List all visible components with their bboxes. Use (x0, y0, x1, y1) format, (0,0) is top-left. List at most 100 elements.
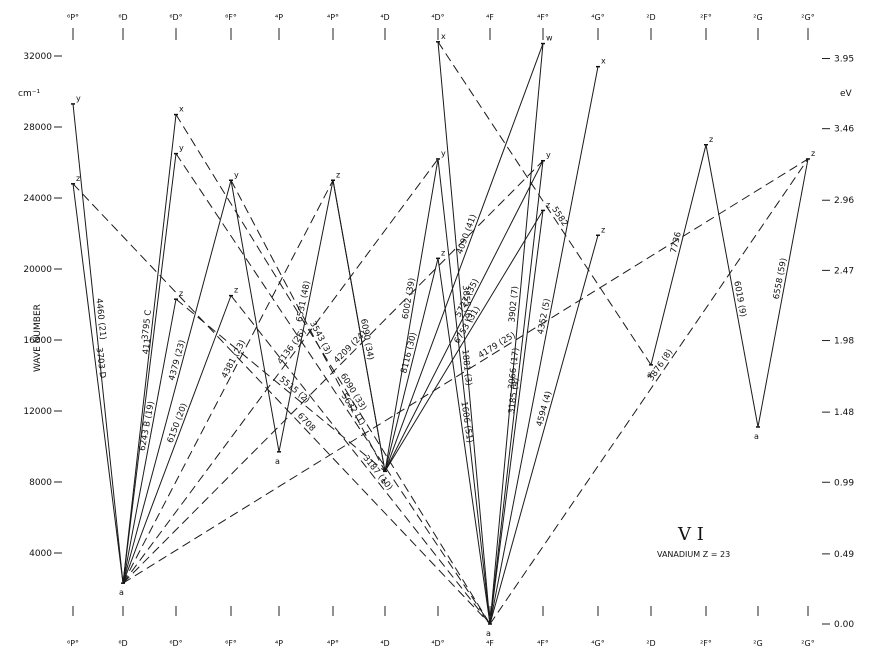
column-label-top: ²G (753, 13, 762, 22)
column-label-bottom: ⁴D° (431, 639, 444, 648)
transition-label: 4381 (23) (220, 338, 248, 380)
column-label-bottom: ²F° (700, 639, 712, 648)
transition-line (278, 180, 334, 452)
y-tick-label: 4000 (29, 549, 52, 559)
level-label: a (381, 476, 386, 485)
transition-label: 4352 (5) (536, 298, 553, 336)
transition-line (230, 180, 386, 472)
column-label-bottom: ⁴F° (537, 639, 549, 648)
transition-line (122, 158, 439, 584)
transition-label: 4594 (4) (535, 390, 554, 428)
transition-line (72, 103, 124, 584)
level-label: y (179, 144, 184, 153)
level-label: y (546, 151, 551, 160)
column-label-top: ⁴G° (591, 13, 604, 22)
level-label: a (754, 432, 759, 441)
column-label-bottom: ⁴D (380, 639, 389, 648)
transition-label: 6558 (59) (772, 257, 790, 300)
column-label-top: ⁴P° (327, 13, 339, 22)
level-label: z (76, 174, 80, 183)
ev-tick-label: 0.99 (834, 478, 854, 488)
transition-label: 1881 (3) (459, 349, 473, 386)
transition-line (384, 210, 544, 472)
level-label: x (601, 57, 606, 66)
wave-number-axis: 4000 8000 12000 16000 20000 24000 28000 32000 (23, 52, 62, 559)
transition-line (122, 114, 177, 584)
transition-label: 3703 D (94, 347, 108, 379)
level-label: z (336, 170, 340, 179)
level-label: z (709, 135, 713, 144)
transition-line (489, 160, 544, 625)
level-label: y (76, 94, 81, 103)
transition-label: 5515 (2) (277, 375, 311, 406)
column-label-bottom: ⁴F (486, 639, 494, 648)
transition-line (384, 158, 439, 472)
transition-line (437, 41, 652, 366)
ev-tick-label: 3.46 (834, 125, 854, 135)
column-label-bottom: ⁶F° (225, 639, 237, 648)
column-label-bottom: ²D (646, 639, 655, 648)
transition-line (489, 210, 544, 625)
column-label-top: ⁴P (275, 13, 283, 22)
ev-tick-label: 2.96 (834, 196, 854, 206)
level-label: a (275, 457, 280, 466)
y-tick-label: 28000 (23, 123, 52, 133)
ev-tick-label: 3.95 (834, 55, 854, 65)
column-label-top: ⁶D (118, 13, 127, 22)
level-label: z (441, 248, 445, 257)
column-label-top: ⁴F (486, 13, 494, 22)
ev-axis: 0.00 0.49 0.99 1.48 1.98 2.47 2.96 3.46 3.95 (822, 55, 854, 630)
transition-label: 411 (141, 338, 153, 355)
transition-line (437, 258, 491, 625)
transition-line (489, 66, 599, 625)
transition-label: 3795 C (141, 309, 154, 340)
column-label-top: ⁴D (380, 13, 389, 22)
chart-subtitle: VANADIUM Z = 23 (657, 550, 730, 559)
column-label-top: ⁶F° (225, 13, 237, 22)
column-label-top: ⁶D° (169, 13, 182, 22)
y2-unit-label: eV (840, 89, 853, 99)
transition-label: 4460 (21) (93, 298, 107, 341)
column-label-bottom: ⁶D (118, 639, 127, 648)
transition-label: 3066 (17) (507, 347, 522, 390)
level-label: y (234, 170, 239, 179)
column-label-top: ⁴F° (537, 13, 549, 22)
column-label-top: ⁴D° (431, 13, 444, 22)
transition-label: 3902 (7) (507, 286, 520, 323)
transition-line (757, 158, 809, 428)
column-label-top: ²F° (700, 13, 712, 22)
transition-line (175, 153, 491, 625)
transition-line (72, 183, 491, 625)
transition-line (122, 153, 177, 584)
transition-line (384, 258, 439, 472)
transition-line (122, 295, 232, 584)
transition-line (437, 158, 491, 625)
ev-tick-label: 0.49 (834, 550, 854, 560)
level-label: x (441, 32, 446, 41)
transition-line (122, 180, 232, 584)
y-unit-label: cm⁻¹ (18, 89, 40, 99)
energy-levels: a a a a a a y z x y z y z z x y z w y z x z z z (71, 32, 815, 638)
level-label: y (441, 149, 446, 158)
level-label: z (811, 149, 815, 158)
transition-label: 4379 (23) (167, 339, 187, 382)
column-label-top: ²G° (801, 13, 814, 22)
level-label: a (119, 588, 124, 597)
ev-tick-label: 0.00 (834, 620, 854, 630)
transition-label: 6019 (9) (731, 280, 747, 318)
column-label-bottom: ⁶P° (67, 639, 79, 648)
transition-line (175, 298, 386, 472)
transition-line (489, 235, 599, 625)
transition-line (705, 144, 759, 428)
column-label-bottom: ⁴P° (327, 639, 339, 648)
ev-tick-label: 2.47 (834, 266, 854, 276)
level-label: z (179, 289, 183, 298)
transition-line (230, 180, 280, 452)
transition-line (122, 158, 809, 584)
y-tick-label: 8000 (29, 478, 52, 488)
transition-line (122, 299, 177, 584)
column-label-bottom: ⁴P (275, 639, 283, 648)
column-label-top: ⁶P° (67, 13, 79, 22)
ev-tick-label: 1.98 (834, 337, 854, 347)
transition-label: 6002 (39) (401, 277, 418, 320)
